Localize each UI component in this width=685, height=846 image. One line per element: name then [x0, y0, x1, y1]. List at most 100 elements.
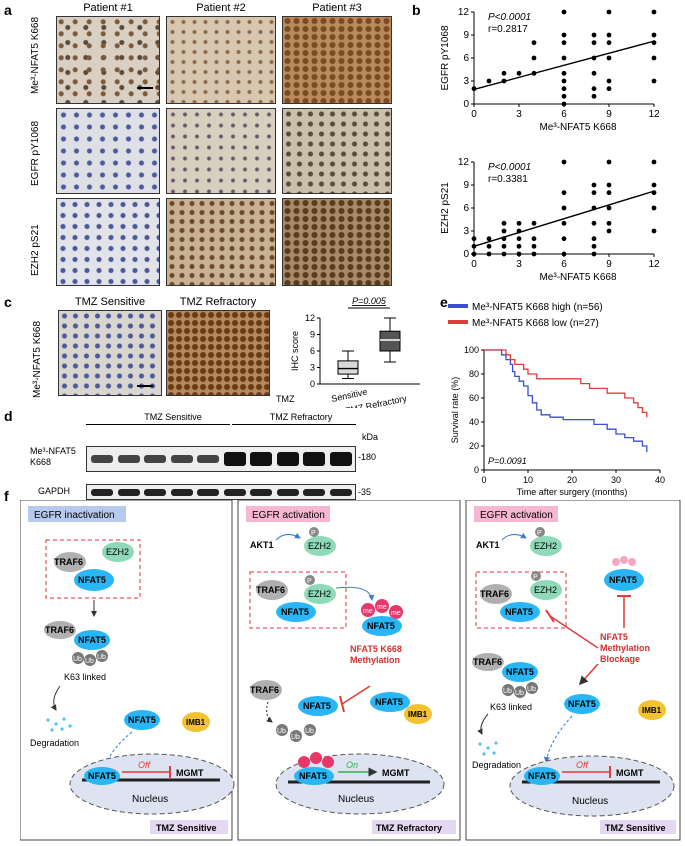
- y-tick-label: 6: [463, 203, 469, 214]
- data-point: [561, 55, 567, 61]
- x-tick-label: 12: [648, 109, 660, 120]
- x-axis-label: Me³-NFAT5 K668: [539, 122, 616, 133]
- imb1-shape: [182, 712, 210, 732]
- panel-letter-e: e: [440, 294, 448, 310]
- blot-strip-nfat5: [86, 446, 356, 472]
- ubiquitin-group: Ub Ub Ub: [276, 724, 316, 742]
- nfat5-methylated: [362, 616, 402, 636]
- km-series-1: [484, 349, 648, 418]
- ezh2-label: EZH2: [106, 547, 129, 557]
- schematic-left: EGFR inactivation TRAF6 EZH2 NFAT5 TRAF6…: [28, 506, 235, 834]
- ezh2-shape: [304, 536, 336, 556]
- data-point: [561, 78, 567, 84]
- data-point: [531, 220, 537, 226]
- nfat5-shape-2: [74, 630, 110, 650]
- group-line-refractory: [232, 424, 356, 425]
- data-point: [606, 78, 612, 84]
- nfat5-nuclear: [294, 767, 334, 785]
- result-tag: [600, 820, 676, 834]
- y-tick-label: 12: [458, 157, 470, 168]
- blot-band: [170, 455, 193, 463]
- nfat5-label: NFAT5: [281, 607, 309, 617]
- data-point: [651, 78, 657, 84]
- ihc-image-tmz-sensitive: [58, 310, 162, 396]
- blot-band: [144, 489, 166, 496]
- degradation-label: Degradation: [30, 738, 79, 748]
- data-point: [561, 159, 567, 165]
- blot-band: [250, 452, 272, 466]
- blot-strip-gapdh: [86, 484, 356, 500]
- result-label: TMZ Sensitive: [605, 823, 666, 833]
- methylation-label: NFAT5 K668 Methylation: [350, 644, 402, 665]
- ezh2-shape-2: [304, 584, 336, 604]
- ezh2-label: EZH2: [534, 541, 557, 551]
- schematic-left-frame: [20, 500, 233, 841]
- y-tick-label: 3: [463, 226, 469, 237]
- blot-band: [250, 489, 272, 496]
- data-point: [561, 236, 567, 242]
- data-point: [471, 251, 477, 257]
- panel-letter-f: f: [4, 488, 9, 504]
- traf6-label: TRAF6: [54, 557, 83, 567]
- ezh2-shape: [102, 542, 134, 562]
- data-point: [591, 70, 597, 76]
- data-point: [486, 78, 492, 84]
- header-egfr-activation: [474, 506, 558, 522]
- blot-band: [117, 455, 140, 463]
- nucleus-label: Nucleus: [132, 794, 168, 805]
- data-point: [606, 9, 612, 15]
- nfat5-free: [564, 694, 600, 714]
- data-point: [591, 236, 597, 242]
- y-tick-label: 40: [469, 417, 479, 427]
- data-point: [486, 236, 492, 242]
- nfat5-blocked: [604, 569, 644, 591]
- y-tick-label: 9: [310, 330, 315, 340]
- label-line: Methylation: [350, 655, 400, 665]
- blot-size-180: -180: [358, 452, 377, 462]
- nfat5-free-label: NFAT5: [568, 699, 596, 709]
- blot-band: [91, 489, 113, 496]
- ihc-image-p3-nfat5: [282, 16, 392, 104]
- survival-curve: 0 10 20 30 40 0 20 40 60 80 100 Time after surgery …: [448, 302, 665, 497]
- y-tick-label: 0: [474, 465, 479, 475]
- data-point: [606, 40, 612, 46]
- x-axis-label: Me³-NFAT5 K668: [539, 272, 616, 283]
- ezh2-label-2: EZH2: [534, 585, 557, 595]
- data-point: [531, 243, 537, 249]
- y-tick-label: 100: [464, 345, 479, 355]
- x-tick-label: 20: [567, 475, 577, 485]
- data-point: [561, 70, 567, 76]
- result-tag: [372, 820, 456, 834]
- data-point: [501, 228, 507, 234]
- blot-band: [170, 489, 193, 496]
- row-label-c: Me³-NFAT5 K668: [32, 320, 43, 398]
- nfat5-shape-2: [502, 662, 538, 682]
- data-point: [561, 93, 567, 99]
- inhibit-line: [341, 685, 371, 705]
- fit-line: [473, 40, 655, 91]
- data-point: [591, 190, 597, 196]
- ihc-image-p3-ezh2: [282, 198, 392, 286]
- arrow-degradation: [50, 685, 61, 711]
- y-tick-label: 6: [310, 346, 315, 356]
- akt1-label: AKT1: [250, 540, 274, 550]
- svg-text:me: me: [363, 608, 373, 615]
- x-tick-label: 6: [561, 259, 567, 270]
- on-label: On: [346, 760, 358, 770]
- y-tick-label: 12: [305, 313, 315, 323]
- data-point: [516, 70, 522, 76]
- y-axis-label: Survival rate (%): [450, 377, 460, 444]
- svg-text:Ub: Ub: [515, 690, 524, 697]
- nfat5-free: [124, 710, 160, 730]
- data-point: [531, 236, 537, 242]
- data-point: [531, 55, 537, 61]
- data-point: [561, 190, 567, 196]
- imb1-shape: [404, 704, 432, 724]
- mechanism-schematic: EGFR inactivation TRAF6 EZH2 NFAT5 TRAF6…: [20, 500, 681, 841]
- blot-band: [91, 455, 113, 463]
- svg-text:Ub: Ub: [277, 728, 286, 735]
- blot-band: [329, 452, 352, 466]
- blot-band: [223, 489, 246, 496]
- data-point: [531, 40, 537, 46]
- data-point: [516, 243, 522, 249]
